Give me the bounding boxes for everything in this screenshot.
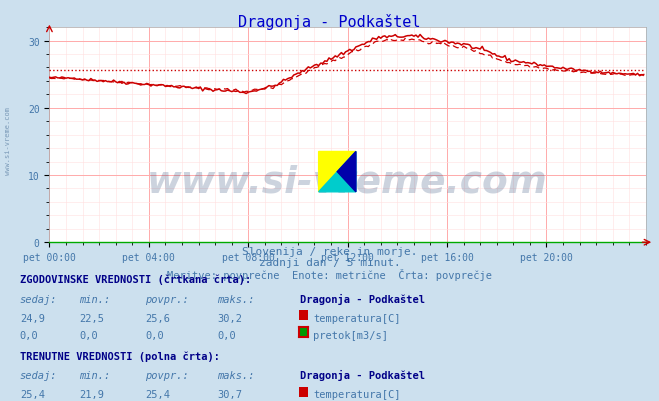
Text: maks.:: maks.: <box>217 294 255 304</box>
Text: 22,5: 22,5 <box>79 313 104 323</box>
Polygon shape <box>319 152 356 192</box>
Text: zadnji dan / 5 minut.: zadnji dan / 5 minut. <box>258 257 401 267</box>
Text: sedaj:: sedaj: <box>20 294 57 304</box>
Text: Dragonja - Podkaštel: Dragonja - Podkaštel <box>300 369 425 380</box>
Text: 30,2: 30,2 <box>217 313 243 323</box>
Text: 21,9: 21,9 <box>79 389 104 399</box>
Polygon shape <box>319 152 356 192</box>
Text: 0,0: 0,0 <box>217 330 236 340</box>
Text: min.:: min.: <box>79 370 110 380</box>
Text: 25,4: 25,4 <box>145 389 170 399</box>
Text: min.:: min.: <box>79 294 110 304</box>
Text: sedaj:: sedaj: <box>20 370 57 380</box>
Text: Meritve: povprečne  Enote: metrične  Črta: povprečje: Meritve: povprečne Enote: metrične Črta:… <box>167 268 492 280</box>
Text: temperatura[C]: temperatura[C] <box>313 389 401 399</box>
Text: 0,0: 0,0 <box>145 330 163 340</box>
Text: 0,0: 0,0 <box>79 330 98 340</box>
Text: www.si-vreme.com: www.si-vreme.com <box>147 164 548 200</box>
Text: temperatura[C]: temperatura[C] <box>313 313 401 323</box>
Text: www.si-vreme.com: www.si-vreme.com <box>5 106 11 174</box>
Text: 0,0: 0,0 <box>20 330 38 340</box>
Text: povpr.:: povpr.: <box>145 294 188 304</box>
Text: 24,9: 24,9 <box>20 313 45 323</box>
Text: Slovenija / reke in morje.: Slovenija / reke in morje. <box>242 247 417 257</box>
Text: 25,4: 25,4 <box>20 389 45 399</box>
Text: Dragonja - Podkaštel: Dragonja - Podkaštel <box>300 293 425 304</box>
Text: 30,7: 30,7 <box>217 389 243 399</box>
Text: ZGODOVINSKE VREDNOSTI (črtkana črta):: ZGODOVINSKE VREDNOSTI (črtkana črta): <box>20 274 251 285</box>
Text: 25,6: 25,6 <box>145 313 170 323</box>
Text: Dragonja - Podkaštel: Dragonja - Podkaštel <box>239 14 420 30</box>
Text: maks.:: maks.: <box>217 370 255 380</box>
Polygon shape <box>337 152 356 192</box>
Text: TRENUTNE VREDNOSTI (polna črta):: TRENUTNE VREDNOSTI (polna črta): <box>20 350 219 361</box>
Text: povpr.:: povpr.: <box>145 370 188 380</box>
Text: pretok[m3/s]: pretok[m3/s] <box>313 330 388 340</box>
